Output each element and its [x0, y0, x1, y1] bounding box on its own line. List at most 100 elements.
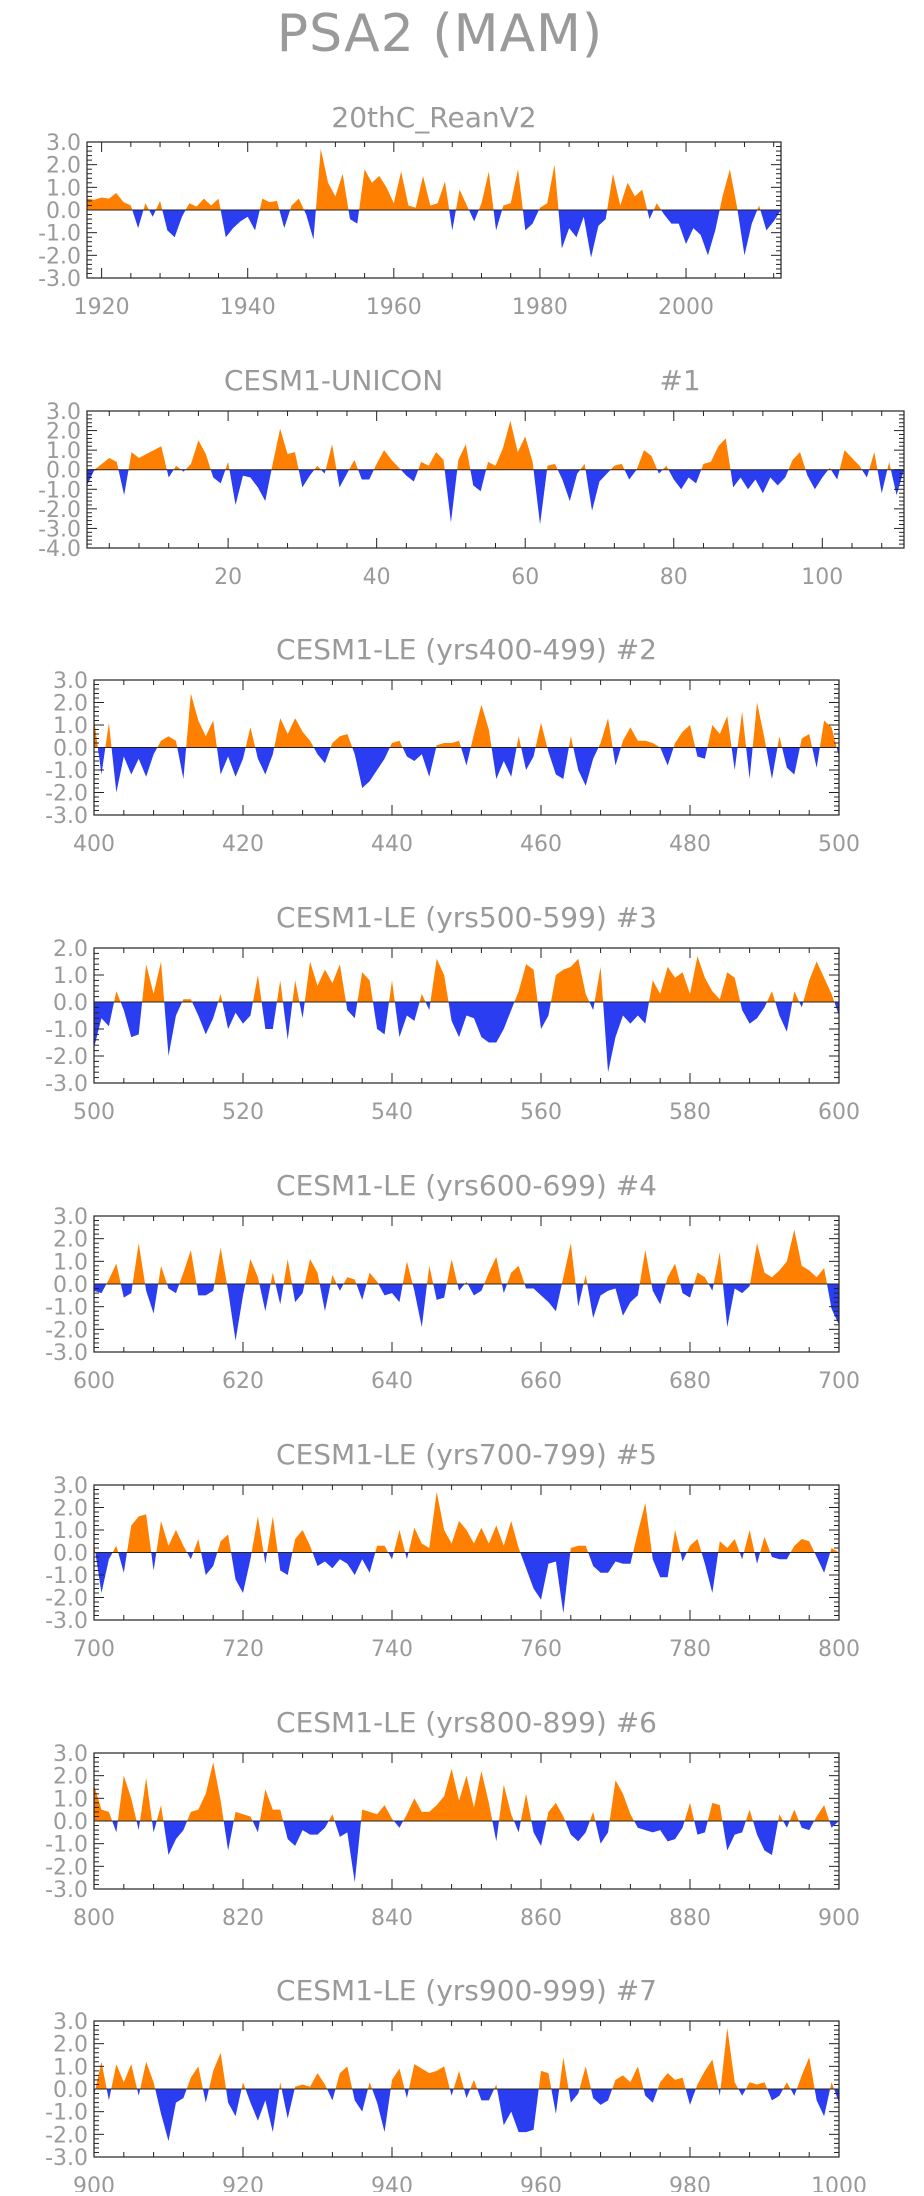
- y-tick-label: -1.0: [45, 1564, 88, 1589]
- negative-area-series: [94, 1552, 839, 1614]
- positive-area-series: [94, 693, 839, 748]
- chart-panel-6: CESM1-LE (yrs700-799) #5 3.02.01.00.0-1.0…: [45, 1438, 860, 1662]
- positive-area-series: [87, 148, 781, 210]
- y-tick-label: 1.0: [53, 1250, 88, 1275]
- x-tick-label: 820: [222, 1906, 264, 1931]
- negative-area-series: [94, 1821, 839, 1883]
- y-tick-label: 3.0: [53, 1205, 88, 1230]
- x-tick-label: 600: [73, 1369, 115, 1394]
- y-tick-label: -2.0: [45, 1045, 88, 1070]
- y-tick-label: 0.0: [46, 199, 81, 224]
- y-tick-label: 0.0: [53, 2078, 88, 2103]
- chart-title: CESM1-LE (yrs700-799) #5: [276, 1438, 657, 1471]
- x-tick-label: 920: [222, 2174, 264, 2192]
- y-tick-label: 3.0: [53, 669, 88, 694]
- x-tick-label: 560: [520, 1100, 562, 1125]
- chart-panel-1: 20thC_ReanV2 3.02.01.00.0-1.0-2.0-3.0 1920…: [38, 101, 782, 320]
- y-tick-label: 2.0: [46, 154, 81, 179]
- x-tick-label: 660: [520, 1369, 562, 1394]
- x-tick-label: 500: [73, 1100, 115, 1125]
- positive-area-series: [87, 420, 904, 470]
- x-tick-label: 880: [669, 1906, 711, 1931]
- x-tick-label: 960: [520, 2174, 562, 2192]
- chart-panel-8: CESM1-LE (yrs900-999) #7 3.02.01.00.0-1.0…: [45, 1974, 867, 2196]
- x-tick-label: 1920: [74, 295, 130, 320]
- x-tick-label: 460: [520, 832, 562, 857]
- chart-title: CESM1-LE (yrs400-499) #2: [276, 633, 657, 666]
- y-tick-label: -3.0: [45, 804, 88, 829]
- y-tick-label: 1.0: [53, 2055, 88, 2080]
- chart-panel-4: CESM1-LE (yrs500-599) #3 2.01.00.0-1.0-2.…: [45, 901, 860, 1125]
- x-tick-label: 540: [371, 1100, 413, 1125]
- y-tick-label: 2.0: [53, 692, 88, 717]
- y-tick-label: 1.0: [46, 439, 81, 464]
- x-tick-label: 860: [520, 1906, 562, 1931]
- y-tick-label: -3.0: [45, 1609, 88, 1634]
- y-tick-label: -1.0: [38, 478, 81, 503]
- y-tick-label: -3.0: [45, 2146, 88, 2171]
- x-tick-label: 440: [371, 832, 413, 857]
- y-tick-label: -1.0: [45, 2101, 88, 2126]
- x-tick-label: 800: [818, 1637, 860, 1662]
- chart-title: CESM1-UNICON: [224, 364, 443, 397]
- y-tick-label: -3.0: [45, 1072, 88, 1097]
- negative-area-series: [94, 747, 839, 793]
- negative-area-series: [94, 1284, 839, 1341]
- y-tick-label: 0.0: [46, 459, 81, 484]
- x-tick-label: 1000: [811, 2174, 867, 2192]
- x-tick-label: 700: [73, 1637, 115, 1662]
- y-tick-label: -3.0: [38, 267, 81, 292]
- x-tick-label: 800: [73, 1906, 115, 1931]
- x-tick-label: 580: [669, 1100, 711, 1125]
- y-tick-label: -3.0: [45, 1341, 88, 1366]
- x-tick-label: 40: [363, 565, 391, 590]
- y-tick-label: 1.0: [53, 1519, 88, 1544]
- y-tick-label: 1.0: [53, 964, 88, 989]
- positive-area-series: [94, 2027, 839, 2089]
- y-tick-label: -1.0: [38, 222, 81, 247]
- chart-title: CESM1-LE (yrs800-899) #6: [276, 1706, 657, 1739]
- y-tick-label: 1.0: [53, 714, 88, 739]
- chart-title: CESM1-LE (yrs600-699) #4: [276, 1169, 657, 1202]
- positive-area-series: [94, 956, 839, 1002]
- x-tick-label: 640: [371, 1369, 413, 1394]
- positive-area-series: [94, 1229, 839, 1284]
- y-tick-label: 0.0: [53, 991, 88, 1016]
- positive-area-series: [94, 1762, 839, 1821]
- x-tick-label: 2000: [658, 295, 714, 320]
- y-tick-label: -2.0: [45, 1855, 88, 1880]
- x-tick-label: 80: [660, 565, 688, 590]
- x-tick-label: 720: [222, 1637, 264, 1662]
- positive-area-series: [94, 1491, 839, 1553]
- y-tick-label: -1.0: [45, 1833, 88, 1858]
- y-tick-label: 3.0: [53, 1474, 88, 1499]
- chart-run-label: #1: [659, 364, 700, 397]
- x-tick-label: 700: [818, 1369, 860, 1394]
- y-tick-label: 3.0: [46, 400, 81, 425]
- x-tick-label: 480: [669, 832, 711, 857]
- x-tick-label: 840: [371, 1906, 413, 1931]
- y-tick-label: 1.0: [46, 176, 81, 201]
- y-tick-label: 2.0: [46, 420, 81, 445]
- chart-panel-3: CESM1-LE (yrs400-499) #2 3.02.01.00.0-1.0…: [45, 633, 860, 857]
- negative-area-series: [87, 210, 781, 258]
- x-tick-label: 420: [222, 832, 264, 857]
- y-tick-label: 3.0: [53, 2010, 88, 2035]
- x-tick-label: 740: [371, 1637, 413, 1662]
- x-tick-label: 980: [669, 2174, 711, 2192]
- x-tick-label: 520: [222, 1100, 264, 1125]
- x-tick-label: 1940: [220, 295, 276, 320]
- y-tick-label: -2.0: [45, 2123, 88, 2148]
- x-tick-label: 940: [371, 2174, 413, 2192]
- y-tick-label: -1.0: [45, 1018, 88, 1043]
- y-tick-label: -1.0: [45, 759, 88, 784]
- y-tick-label: -4.0: [38, 537, 81, 562]
- y-tick-label: -1.0: [45, 1296, 88, 1321]
- y-tick-label: 3.0: [46, 131, 81, 156]
- plot-frame: [93, 947, 840, 1084]
- chart-title: CESM1-LE (yrs500-599) #3: [276, 901, 657, 934]
- x-tick-label: 1980: [512, 295, 568, 320]
- page-title: PSA2 (MAM): [276, 4, 604, 64]
- y-tick-label: 3.0: [53, 1742, 88, 1767]
